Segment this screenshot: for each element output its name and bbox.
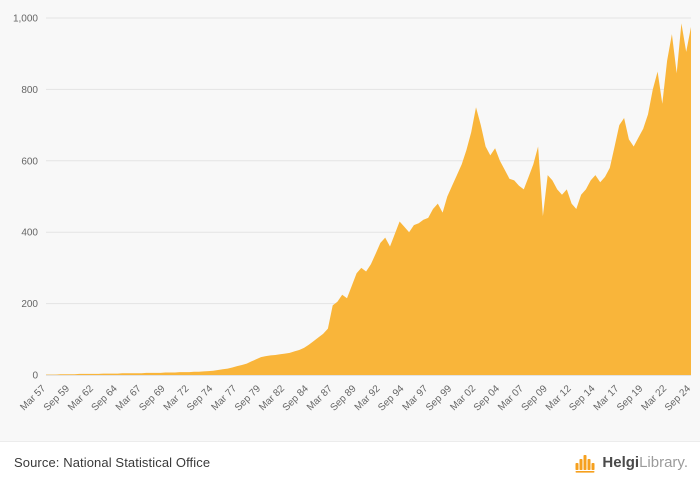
- source-text: Source: National Statistical Office: [14, 455, 211, 470]
- logo-text-suffix: .: [683, 454, 688, 471]
- helgilibrary-logo[interactable]: HelgiLibrary.: [574, 453, 688, 473]
- x-tick-label: Sep 04: [472, 383, 502, 413]
- y-tick-label: 800: [21, 85, 38, 96]
- x-tick-label: Sep 69: [137, 383, 167, 413]
- x-tick-label: Sep 64: [90, 383, 120, 413]
- x-tick-label: Sep 79: [233, 383, 263, 413]
- logo-text-bold: Helgi: [602, 454, 640, 471]
- x-tick-label: Sep 74: [185, 383, 215, 413]
- chart-panel: 0 200 400 600 800 1,000 Mar 57 Sep 59 Mar 62 Sep …: [12, 13, 694, 414]
- x-tick-label: Sep 59: [42, 383, 72, 413]
- x-tick-label: Sep 19: [615, 383, 645, 413]
- footer: Source: National Statistical Office Helg…: [0, 441, 700, 483]
- y-tick-label: 1,000: [13, 14, 38, 25]
- x-tick-label: Sep 14: [567, 383, 597, 413]
- logo-text-light: Library: [639, 454, 684, 471]
- helgilibrary-logo-text: HelgiLibrary.: [602, 455, 688, 470]
- x-tick-label: Sep 94: [376, 383, 406, 413]
- x-tick-label: Sep 24: [663, 383, 693, 413]
- x-tick-label: Sep 09: [520, 383, 550, 413]
- y-tick-label: 200: [21, 299, 38, 310]
- y-tick-label: 400: [21, 228, 38, 239]
- y-tick-label: 600: [21, 156, 38, 167]
- helgilibrary-logo-icon: [574, 453, 596, 473]
- y-tick-label: 0: [32, 371, 38, 382]
- area-series: [46, 23, 691, 376]
- x-tick-label: Sep 99: [424, 383, 454, 413]
- x-tick-label: Sep 84: [281, 383, 311, 413]
- x-tick-label: Sep 89: [328, 383, 358, 413]
